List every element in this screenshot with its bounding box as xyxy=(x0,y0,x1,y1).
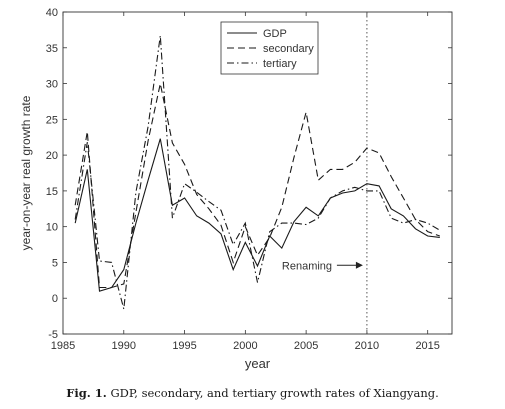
series-line-secondary xyxy=(74,83,440,289)
chart: 1985 1990 1995 2000 2005 2010 2015 -5 0 5 10 15 20 25… xyxy=(19,7,453,371)
x-tick-label: 2005 xyxy=(294,340,318,352)
y-tick-label: 5 xyxy=(52,257,58,269)
axes-box xyxy=(62,11,453,335)
plot-area: 1985 1990 1995 2000 2005 2010 2015 -5 0 5 10 15 20 25… xyxy=(19,7,453,371)
x-tick-label: 1995 xyxy=(172,340,196,352)
y-tick-label: 0 xyxy=(52,293,58,305)
series-line-GDP xyxy=(74,138,440,292)
y-tick-label: 35 xyxy=(46,43,58,55)
x-tick-label: 1990 xyxy=(112,340,136,352)
renaming-label: Renaming xyxy=(282,260,332,272)
y-tick-label: 30 xyxy=(46,79,58,91)
y-tick-label: 20 xyxy=(46,150,58,162)
x-tick-label: 1985 xyxy=(51,340,75,352)
renaming-arrow-head xyxy=(355,261,363,269)
y-tick-label: 10 xyxy=(46,222,58,234)
y-tick-label: 40 xyxy=(46,7,58,19)
figure-caption: Fig. 1. GDP, secondary, and tertiary gro… xyxy=(0,386,505,400)
legend-label-secondary: secondary xyxy=(263,43,314,55)
y-tick-label: 25 xyxy=(46,114,58,126)
legend-label-GDP: GDP xyxy=(263,28,287,40)
x-tick-label: 2010 xyxy=(355,340,379,352)
series-line-tertiary xyxy=(74,35,441,310)
caption-label: Fig. 1. xyxy=(66,386,107,400)
y-tick-label: 15 xyxy=(46,186,58,198)
y-axis-label: year-on-year real growth rate xyxy=(19,95,33,250)
x-tick-label: 2000 xyxy=(233,340,257,352)
legend-label-tertiary: tertiary xyxy=(263,58,297,70)
x-axis-label: year xyxy=(245,356,271,371)
x-tick-label: 2015 xyxy=(415,340,439,352)
y-tick-label: -5 xyxy=(48,329,58,341)
caption-text: GDP, secondary, and tertiary growth rate… xyxy=(110,386,439,400)
legend-box xyxy=(220,21,319,75)
